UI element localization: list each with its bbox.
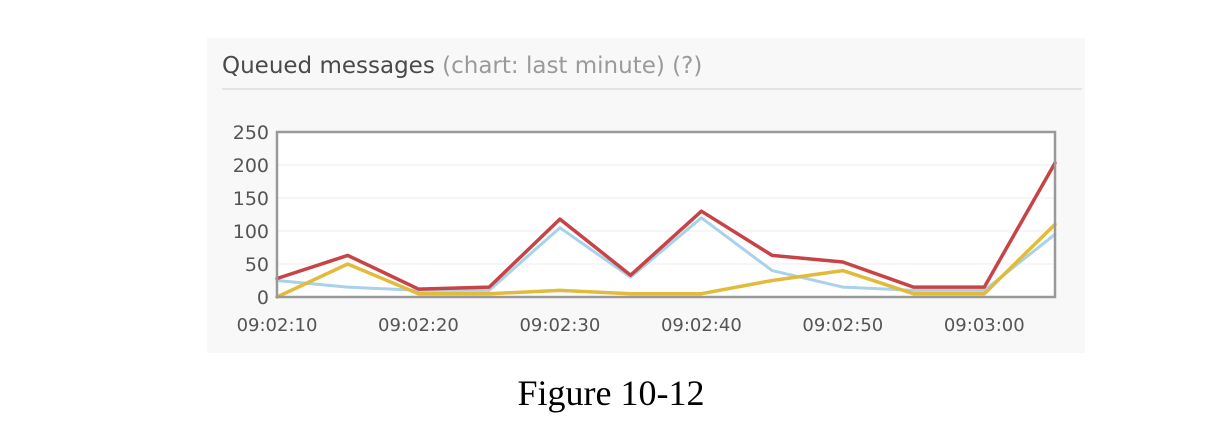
x-tick-label: 09:02:10: [237, 315, 318, 336]
y-tick-label: 0: [257, 287, 269, 309]
chart-header: Queued messages (chart: last minute) (?): [222, 50, 702, 82]
series-line-3: [275, 161, 1057, 291]
figure-caption: Figure 10-12: [517, 373, 705, 413]
chart-subtitle: (chart: last minute): [442, 53, 665, 79]
x-tick-label: 09:02:40: [661, 315, 742, 336]
y-tick-label: 50: [245, 254, 269, 276]
x-tick-label: 09:02:30: [519, 315, 600, 336]
y-tick-label: 100: [233, 221, 269, 243]
y-tick-label: 250: [233, 122, 269, 144]
series-line-2: [275, 222, 1057, 299]
help-link[interactable]: (?): [672, 53, 703, 79]
queued-messages-chart: 0 50 100 150 200 250 09:02:10 09:02:20 09:02:30 0…: [233, 122, 1057, 336]
header-divider: [222, 88, 1082, 90]
chart-title: Queued messages: [222, 53, 435, 79]
y-tick-label: 200: [233, 155, 269, 177]
plot-border: [275, 130, 1057, 299]
x-tick-label: 09:02:20: [378, 315, 459, 336]
y-tick-label: 150: [233, 188, 269, 210]
plot-area: [277, 132, 1055, 297]
x-tick-label: 09:02:50: [802, 315, 883, 336]
x-tick-label: 09:03:00: [944, 315, 1025, 336]
